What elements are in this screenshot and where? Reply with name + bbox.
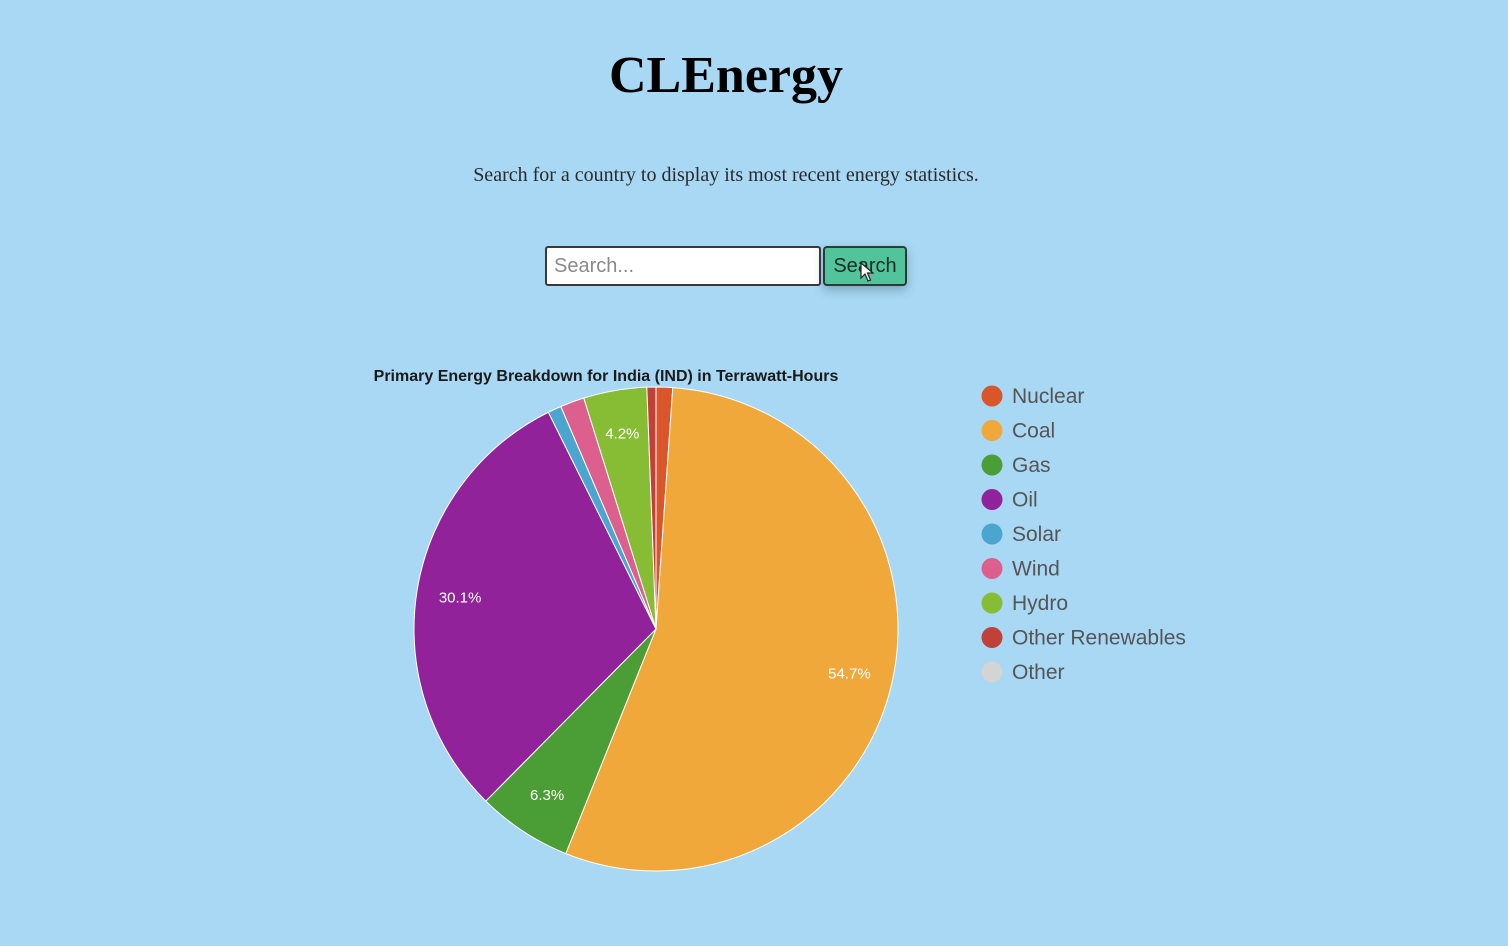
legend-label-coal: Coal	[1012, 420, 1055, 443]
pie-slice-coal[interactable]	[565, 387, 899, 872]
legend-swatch-other-renewables	[981, 627, 1003, 648]
legend-label-solar: Solar	[1012, 523, 1061, 546]
data-label-gas: 6.3%	[530, 787, 564, 804]
legend-item-hydro[interactable]: Hydro	[981, 592, 1069, 615]
search-form: Search	[545, 246, 907, 286]
legend-swatch-other	[981, 661, 1003, 683]
pie-slice-oil[interactable]	[413, 411, 657, 802]
legend-label-wind: Wind	[1012, 558, 1060, 581]
legend-item-other-renewables[interactable]: Other Renewables	[981, 627, 1186, 650]
data-label-oil: 30.1%	[439, 590, 482, 607]
legend-label-oil: Oil	[1012, 489, 1038, 512]
legend-swatch-wind	[981, 558, 1003, 579]
chart-title: Primary Energy Breakdown for India (IND)…	[374, 368, 839, 385]
legend-item-other[interactable]: Other	[981, 661, 1065, 684]
chart-legend: Nuclear Coal Gas Oil Solar Wind Hydro Other Ren…	[981, 385, 1186, 684]
legend-item-nuclear[interactable]: Nuclear	[981, 385, 1085, 408]
legend-item-coal[interactable]: Coal	[981, 420, 1056, 443]
energy-pie-chart: Primary Energy Breakdown for India (IND)…	[340, 360, 1220, 880]
legend-item-wind[interactable]: Wind	[981, 558, 1060, 581]
page-subtitle: Search for a country to display its most…	[473, 164, 979, 186]
data-label-coal: 54.7%	[828, 665, 871, 682]
legend-label-gas: Gas	[1012, 454, 1051, 477]
legend-swatch-nuclear	[981, 385, 1003, 407]
legend-label-other: Other	[1012, 661, 1065, 684]
legend-swatch-solar	[981, 523, 1003, 545]
pie-slices	[413, 386, 899, 872]
legend-swatch-gas	[981, 454, 1003, 476]
data-label-hydro: 4.2%	[605, 425, 639, 442]
legend-label-other-renewables: Other Renewables	[1012, 627, 1186, 650]
pie-chart-svg: Primary Energy Breakdown for India (IND)…	[374, 368, 1186, 872]
legend-swatch-oil	[981, 489, 1003, 510]
search-input[interactable]	[545, 246, 821, 286]
legend-item-solar[interactable]: Solar	[981, 523, 1062, 546]
legend-swatch-coal	[981, 420, 1003, 441]
legend-label-nuclear: Nuclear	[1012, 385, 1084, 408]
search-button[interactable]: Search	[823, 246, 907, 286]
legend-item-gas[interactable]: Gas	[981, 454, 1051, 477]
app-title: CLEnergy	[609, 47, 843, 104]
legend-swatch-hydro	[981, 592, 1003, 614]
legend-label-hydro: Hydro	[1012, 592, 1068, 615]
pie-slice-other-renewables[interactable]	[646, 386, 657, 630]
pie-data-labels: 54.7% 6.3% 30.1% 4.2%	[439, 425, 871, 804]
legend-item-oil[interactable]: Oil	[981, 489, 1038, 512]
